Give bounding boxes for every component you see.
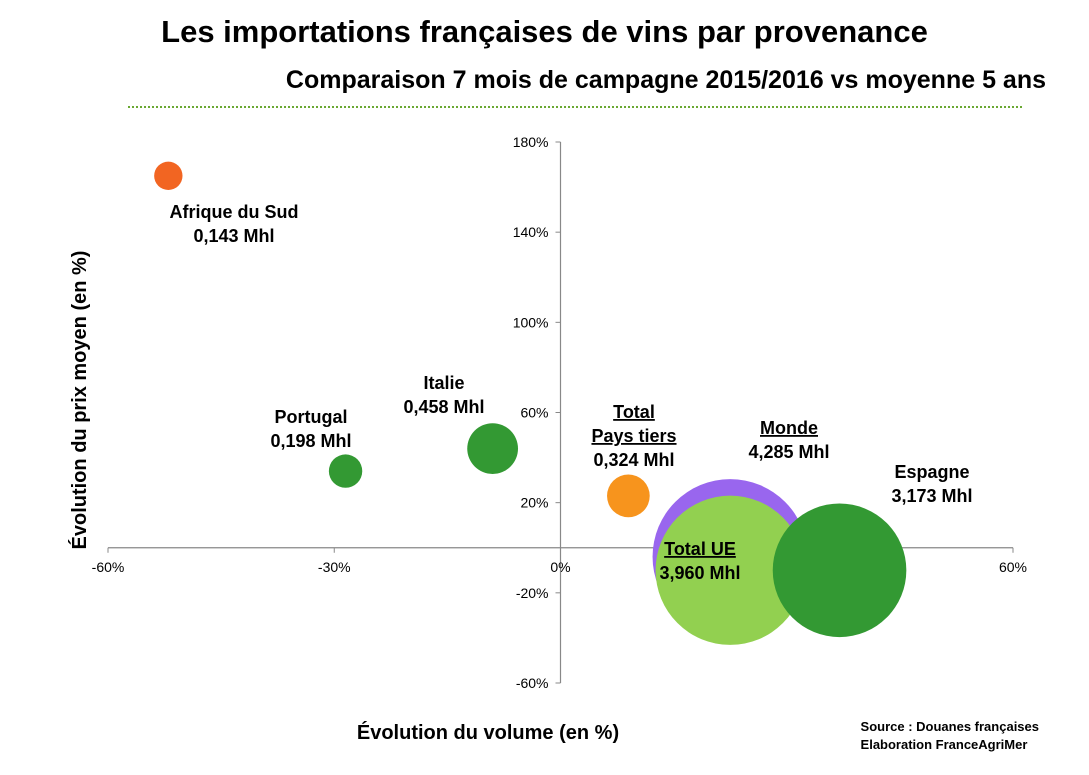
y-tick-label: 60% — [520, 405, 548, 421]
bubble-afrique-du-sud — [154, 161, 183, 190]
source-line: Source : Douanes françaises — [860, 719, 1039, 734]
y-tick-label: 100% — [513, 314, 549, 330]
bubble-portugal — [328, 454, 363, 488]
bubble-name-label: Afrique du Sud — [170, 202, 299, 222]
bubble-italie — [467, 423, 519, 474]
axes: -60% -30% 0% 60% -60% -20% 20% 60% 100% 140% 180% — [92, 134, 1027, 691]
y-tick-label: 180% — [513, 134, 549, 150]
credit-line: Elaboration FranceAgriMer — [860, 737, 1028, 752]
bubble-name-label: Total UE — [664, 539, 736, 559]
bubble-name-label: Monde — [760, 418, 818, 438]
bubble-name-label: Portugal — [274, 407, 347, 427]
bubbles — [154, 161, 907, 645]
x-axis-title: Évolution du volume (en %) — [357, 721, 619, 744]
source-note: Source : Douanes françaises Elaboration … — [861, 718, 1039, 754]
bubble-volume-label: 0,458 Mhl — [403, 397, 484, 417]
chart-subtitle: Comparaison 7 mois de campagne 2015/2016… — [285, 66, 1046, 94]
bubble-volume-label: 0,198 Mhl — [270, 431, 351, 451]
bubble-volume-label: 3,173 Mhl — [891, 486, 972, 506]
bubble-volume-label: 0,324 Mhl — [593, 450, 674, 470]
bubble-volume-label: 3,960 Mhl — [659, 563, 740, 583]
x-tick-label: 0% — [550, 559, 570, 575]
y-tick-label: 140% — [513, 224, 549, 240]
bubble-labels: Monde 4,285 Mhl Total UE 3,960 Mhl Espagne 3,… — [170, 202, 973, 583]
bubble-name-label: Total — [613, 402, 655, 422]
y-axis-title: Évolution du prix moyen (en %) — [68, 251, 91, 550]
bubble-volume-label: 0,143 Mhl — [193, 226, 274, 246]
y-tick-label: -20% — [516, 585, 549, 601]
bubble-total-pays-tiers — [607, 474, 650, 518]
y-tick-label: 20% — [520, 495, 548, 511]
x-tick-label: -60% — [92, 559, 125, 575]
chart-title: Les importations françaises de vins par … — [161, 14, 928, 49]
bubble-volume-label: 4,285 Mhl — [748, 442, 829, 462]
bubble-espagne — [772, 503, 907, 638]
x-tick-label: 60% — [999, 559, 1027, 575]
bubble-name-label: Espagne — [894, 462, 969, 482]
title-divider — [128, 106, 1022, 108]
x-tick-label: -30% — [318, 559, 351, 575]
bubble-name-label: Pays tiers — [591, 426, 676, 446]
bubble-name-label: Italie — [423, 373, 464, 393]
y-tick-label: -60% — [516, 675, 549, 691]
bubble-total-ue — [655, 495, 805, 645]
